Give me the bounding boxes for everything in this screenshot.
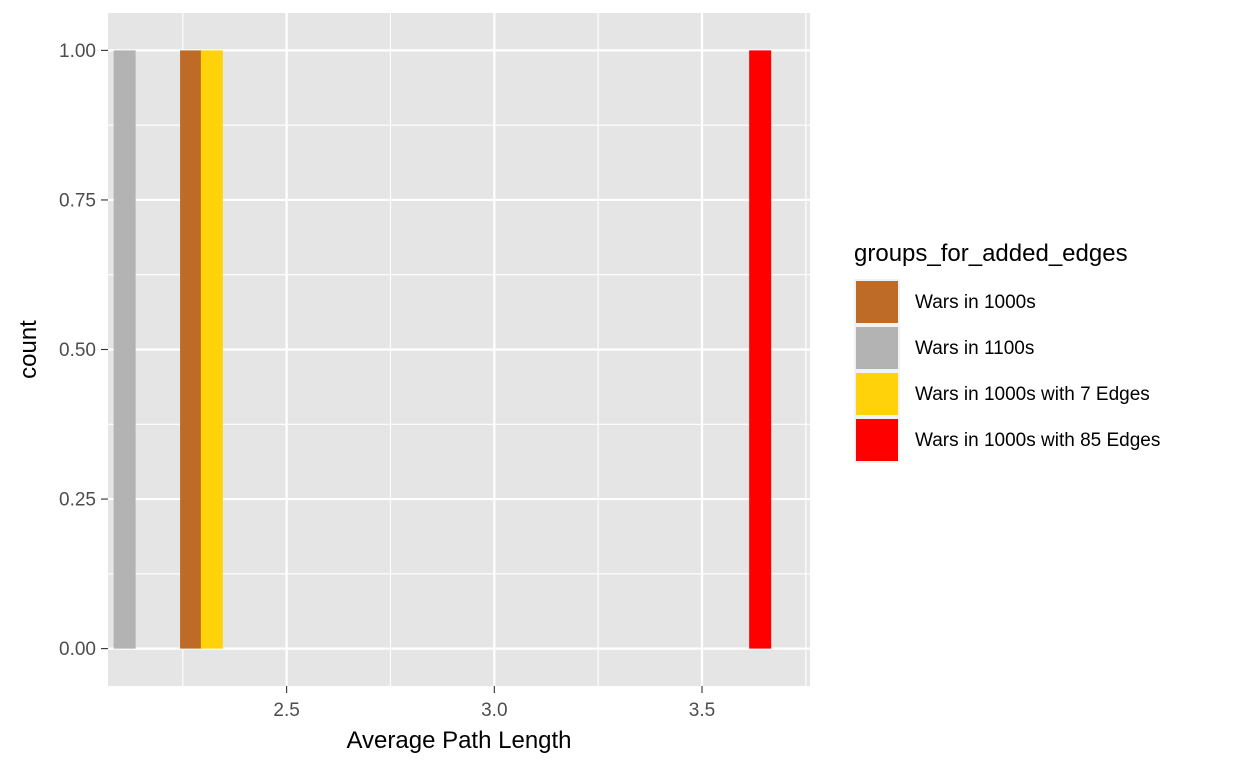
y-tick-label: 0.25 <box>59 490 96 511</box>
legend-label: Wars in 1100s <box>915 338 1034 359</box>
legend-label: Wars in 1000s <box>915 292 1036 313</box>
legend-label: Wars in 1000s with 85 Edges <box>915 430 1160 451</box>
x-tick-label: 3.0 <box>481 700 507 721</box>
legend-item-wars-in-1000s-with-85-edges: Wars in 1000s with 85 Edges <box>854 417 1160 463</box>
legend-item-wars-in-1100s: Wars in 1100s <box>854 325 1034 371</box>
legend-item-wars-in-1000s-with-7-edges: Wars in 1000s with 7 Edges <box>854 371 1150 417</box>
y-tick-label: 0.50 <box>59 340 96 361</box>
legend-label: Wars in 1000s with 7 Edges <box>915 384 1150 405</box>
x-tick-label: 3.5 <box>689 700 715 721</box>
legend-title: groups_for_added_edges <box>854 240 1128 267</box>
legend-swatch <box>856 281 898 323</box>
legend-item-wars-in-1000s: Wars in 1000s <box>854 279 1036 325</box>
y-axis-title: count <box>15 320 42 379</box>
x-axis: 2.5 3.0 3.5 <box>273 686 715 721</box>
bar-wars-in-1000s <box>180 50 203 649</box>
major-grid <box>108 13 810 686</box>
y-tick-label: 0.75 <box>59 190 96 211</box>
legend-items: Wars in 1000s Wars in 1100s Wars in 1000s … <box>854 279 1160 463</box>
bar-wars-in-1000s-with-85-edges <box>749 50 772 649</box>
bar-wars-in-1100s <box>113 50 136 649</box>
legend-swatch <box>856 373 898 415</box>
bar-wars-in-1000s-with-7-edges <box>200 50 223 649</box>
legend-swatch <box>856 327 898 369</box>
bars-group <box>113 50 772 649</box>
x-axis-title: Average Path Length <box>346 727 571 754</box>
x-tick-label: 2.5 <box>273 700 299 721</box>
legend: groups_for_added_edges Wars in 1000sWars… <box>854 240 1160 463</box>
y-tick-label: 1.00 <box>59 41 96 62</box>
legend-swatch <box>856 419 898 461</box>
y-axis: 0.00 0.25 0.50 0.75 1.00 <box>59 41 108 660</box>
y-tick-label: 0.00 <box>59 639 96 660</box>
